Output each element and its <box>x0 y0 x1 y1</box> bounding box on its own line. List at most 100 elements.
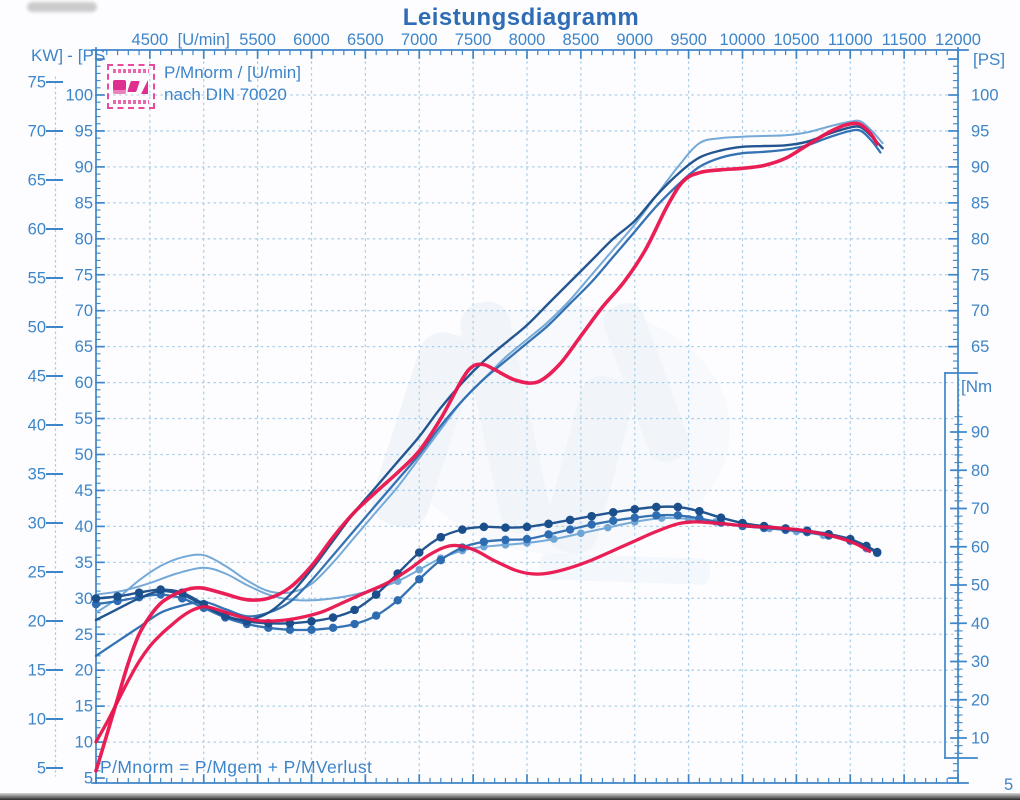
left-ps-tick-label: 60 <box>75 374 93 392</box>
marker-torque-dark-run <box>458 525 467 534</box>
tick-labels: 4500 [U/min] 5500 6000 6500 7000 7500 8000 8500 9… <box>28 31 1014 794</box>
series-power-light-run <box>95 119 884 614</box>
nm-tick-label: 10 <box>971 730 989 748</box>
series-power-medium-run <box>94 128 882 657</box>
marker-torque-medium-run <box>307 625 316 634</box>
marker-torque-dark-run <box>91 594 101 603</box>
kw-tick-label: 60 <box>28 221 46 239</box>
watermark <box>371 301 730 585</box>
kw-tick-label: 5 <box>37 760 46 778</box>
right-ps-tick-label: 90 <box>971 158 989 176</box>
marker-torque-medium-run <box>630 513 639 522</box>
marker-torque-dark-run <box>436 532 446 542</box>
marker-torque-dark-run <box>716 513 726 522</box>
left-ps-tick-label: 75 <box>75 266 93 284</box>
x-axis-tick-label: 4500 <box>132 31 169 49</box>
stamp-logo-bottom-row <box>113 100 149 104</box>
right-ps-tick-label: 70 <box>971 302 989 320</box>
kw-tick-label: 25 <box>28 564 46 582</box>
left-ps-tick-label: 90 <box>75 158 93 176</box>
kw-tick-label: 65 <box>28 172 46 190</box>
marker-torque-light-run <box>550 535 558 543</box>
scan-artifact-smudge <box>27 2 97 12</box>
marker-torque-dark-run <box>350 605 359 615</box>
marker-torque-medium-run <box>673 511 683 520</box>
axes-layer <box>46 47 978 784</box>
x-axis-tick-label: 12000 <box>935 31 981 49</box>
x-axis-tick-label: 10000 <box>720 31 766 49</box>
marker-torque-medium-run <box>544 530 553 539</box>
right-ps-tick-label: 80 <box>971 230 989 248</box>
nm-tick-label: 60 <box>971 538 989 556</box>
marker-torque-medium-run <box>285 625 295 634</box>
marker-torque-dark-run <box>673 502 683 512</box>
din-approval-stamp <box>107 64 155 109</box>
left-ps-tick-label: 70 <box>75 302 93 320</box>
left-ps-tick-label: 35 <box>75 554 93 572</box>
marker-torque-dark-run <box>328 613 338 622</box>
left-ps-tick-label: 85 <box>75 194 93 212</box>
scan-page-edge <box>0 793 1020 800</box>
marker-torque-dark-run <box>414 548 424 557</box>
marker-torque-dark-run <box>113 592 122 601</box>
left-ps-tick-label: 30 <box>75 590 93 608</box>
left-ps-tick-label: 25 <box>75 626 93 644</box>
kw-tick-label: 10 <box>28 711 46 729</box>
right-ps-tick-label: 75 <box>971 266 989 284</box>
page-title: Leistungsdiagramm <box>402 4 640 31</box>
stamp-logo-icon <box>113 79 149 95</box>
nm-tick-label: 40 <box>971 615 989 633</box>
marker-torque-medium-run <box>565 525 575 534</box>
curve-torque-red-run <box>94 520 872 744</box>
left-ps-tick-label: 80 <box>75 230 93 248</box>
left-ps-tick-label: 20 <box>75 662 93 680</box>
nm-unit-label: [Nm <box>961 377 993 396</box>
marker-torque-medium-run <box>587 520 596 529</box>
left-ps-tick-label: 10 <box>75 734 93 752</box>
marker-torque-dark-run <box>695 506 704 516</box>
marker-torque-light-run <box>415 565 424 574</box>
kw-tick-label: 15 <box>28 662 46 680</box>
curve-power-medium-run <box>94 128 882 657</box>
marker-torque-medium-run <box>501 535 510 545</box>
marker-torque-dark-run <box>544 519 553 529</box>
marker-torque-medium-run <box>350 619 359 629</box>
x-axis-tick-label: 8000 <box>509 31 546 49</box>
right-ps-tick-label: 5 <box>1004 776 1013 794</box>
curve-power-light-run <box>95 119 884 614</box>
kw-unit-label: KW] <box>31 46 64 65</box>
kw-tick-label: 20 <box>28 613 46 631</box>
marker-torque-medium-run <box>415 575 424 584</box>
marker-torque-medium-run <box>328 623 338 633</box>
marker-torque-light-run <box>604 523 612 532</box>
left-ps-tick-label: 100 <box>65 87 93 105</box>
kw-tick-label: 35 <box>28 466 46 484</box>
x-axis-tick-label: 5500 <box>239 31 276 49</box>
stamp-logo-top-row <box>113 69 149 73</box>
legend-line-norm: nach DIN 70020 <box>164 85 287 104</box>
right-ps-tick-label: 65 <box>971 338 989 356</box>
marker-torque-dark-run <box>479 522 489 532</box>
series-power-red-run <box>94 121 879 773</box>
kw-tick-label: 75 <box>28 74 46 92</box>
marker-torque-medium-run <box>609 516 618 525</box>
x-axis-tick-label: 9000 <box>616 31 653 49</box>
left-ps-tick-label: 45 <box>75 482 93 500</box>
x-axis-tick-label: 9500 <box>670 31 707 49</box>
x-axis-tick-label: 11500 <box>882 31 927 49</box>
marker-torque-dark-run <box>307 617 316 626</box>
left-ps-tick-label: 50 <box>75 446 93 464</box>
x-axis-tick-label: 11000 <box>828 31 873 49</box>
marker-torque-dark-run <box>134 588 144 597</box>
x-axis-tick-label: 6500 <box>347 31 384 49</box>
marker-torque-medium-run <box>436 555 445 565</box>
right-ps-tick-label: 100 <box>971 87 999 105</box>
unit-separator: - <box>67 46 73 65</box>
nm-tick-label: 30 <box>971 653 989 671</box>
marker-torque-dark-run <box>565 515 575 525</box>
marker-torque-medium-run <box>522 534 532 544</box>
legend-line-series: P/Mnorm / [U/min] <box>164 63 301 82</box>
left-ps-tick-label: 65 <box>75 338 93 356</box>
x-axis-tick-label: 7000 <box>401 31 438 49</box>
